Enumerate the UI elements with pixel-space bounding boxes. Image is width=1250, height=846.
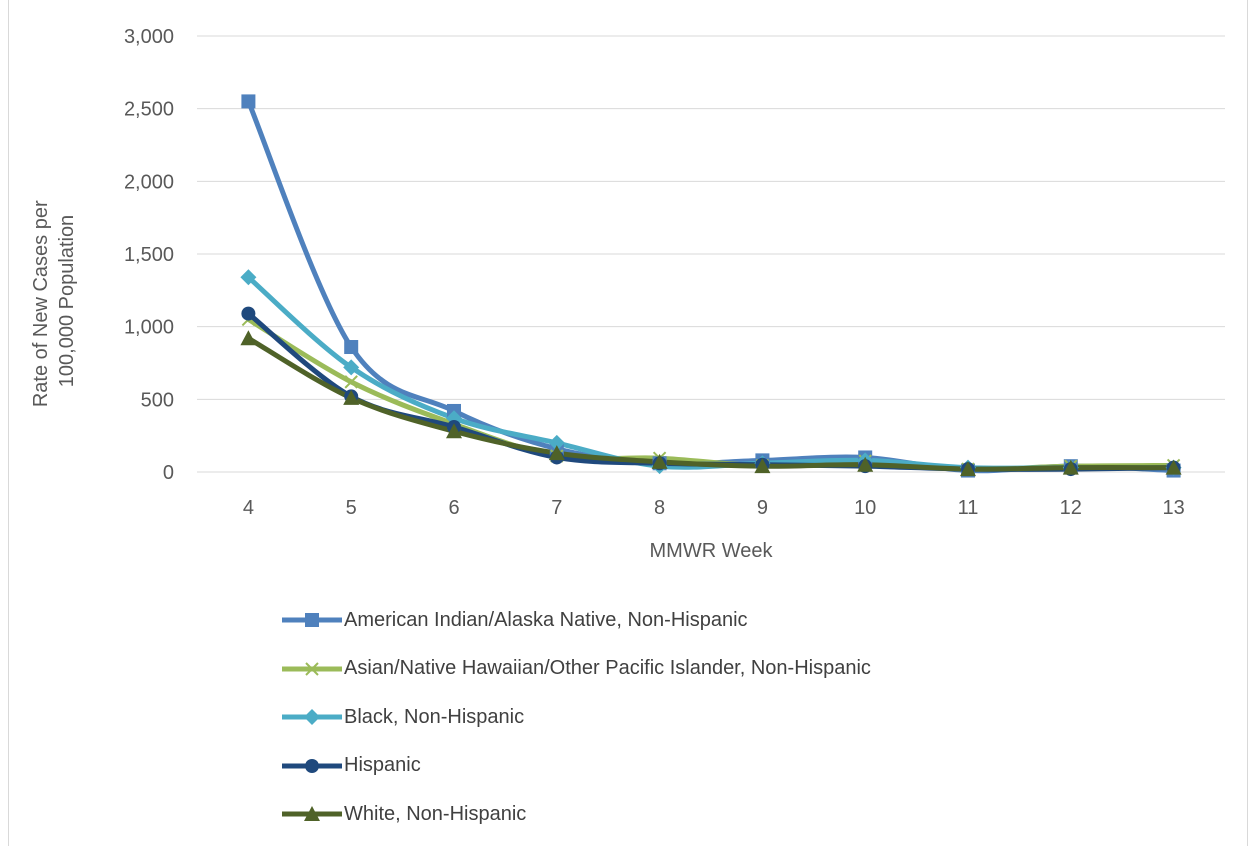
series-line-triangle xyxy=(245,335,1177,472)
data-point-triangle xyxy=(446,423,462,439)
legend-swatch-graphic xyxy=(282,758,342,773)
y-tick-labels: 0 500 1,000 1,500 2,000 2,500 3,000 xyxy=(124,26,174,484)
series-points-diamond xyxy=(240,269,1182,476)
legend-marker-x xyxy=(305,662,319,676)
legend-item: American Indian/Alaska Native, Non-Hispa… xyxy=(282,596,871,645)
data-point-square xyxy=(344,340,359,355)
legend-swatch-diamond xyxy=(282,707,342,727)
series-line-square xyxy=(245,98,1177,474)
legend-label: American Indian/Alaska Native, Non-Hispa… xyxy=(344,608,748,631)
data-point-triangle xyxy=(343,389,360,405)
y-tick-label: 500 xyxy=(141,389,174,411)
data-point-triangle xyxy=(857,456,874,472)
data-point-diamond xyxy=(240,269,257,286)
series-line-diamond xyxy=(245,274,1177,471)
data-point-triangle xyxy=(240,330,257,346)
legend-swatch-graphic xyxy=(282,709,342,726)
data-point-triangle xyxy=(960,461,976,477)
y-tick-label: 1,000 xyxy=(124,317,174,339)
line-chart: 0 500 1,000 1,500 2,000 2,500 3,000 4 5 6 7 8 9 10 11… xyxy=(30,26,1225,562)
legend-swatch-graphic xyxy=(282,806,342,822)
legend-marker-circle xyxy=(305,758,319,773)
data-point-diamond xyxy=(548,434,565,451)
data-point-circle xyxy=(241,306,256,321)
legend-label: Asian/Native Hawaiian/Other Pacific Isla… xyxy=(344,657,871,680)
legend-swatch-x xyxy=(282,659,342,679)
x-tick-label: 5 xyxy=(346,497,357,519)
legend-swatch-graphic xyxy=(282,662,342,676)
legend-swatch-circle xyxy=(282,756,342,776)
legend-label: White, Non-Hispanic xyxy=(344,802,527,825)
x-tick-label: 13 xyxy=(1162,497,1184,519)
series-points-triangle xyxy=(240,330,1182,477)
legend-item: Asian/Native Hawaiian/Other Pacific Isla… xyxy=(282,645,871,694)
data-point-diamond xyxy=(343,359,360,376)
legend-marker-diamond xyxy=(304,709,320,726)
y-tick-label: 2,500 xyxy=(124,99,174,121)
series-lines xyxy=(245,98,1177,474)
series-markers xyxy=(240,94,1182,478)
series-points-circle xyxy=(241,306,1181,477)
legend-label: Black, Non-Hispanic xyxy=(344,705,525,728)
y-tick-label: 0 xyxy=(163,462,174,484)
x-tick-label: 9 xyxy=(757,497,768,519)
legend-item: Black, Non-Hispanic xyxy=(282,693,871,742)
legend-swatch-square xyxy=(282,610,342,630)
x-tick-label: 11 xyxy=(958,497,979,519)
y-axis-label-line-1: Rate of New Cases per xyxy=(30,200,52,407)
data-point-triangle xyxy=(754,458,771,474)
data-point-triangle xyxy=(1165,459,1182,475)
legend-marker-triangle xyxy=(304,806,320,822)
legend: American Indian/Alaska Native, Non-Hispa… xyxy=(282,596,871,839)
x-tick-label: 8 xyxy=(654,497,665,519)
data-point-triangle xyxy=(1062,459,1079,475)
legend-item: Hispanic xyxy=(282,742,871,791)
data-point-triangle xyxy=(548,445,565,461)
x-tick-label: 6 xyxy=(448,497,459,519)
x-axis-label: MMWR Week xyxy=(650,540,774,562)
chart-frame xyxy=(8,0,1248,846)
x-tick-label: 10 xyxy=(854,497,876,519)
series-points-square xyxy=(241,94,1181,478)
x-tick-label: 7 xyxy=(551,497,562,519)
data-point-square xyxy=(241,94,256,109)
x-tick-label: 4 xyxy=(243,497,254,519)
y-tick-label: 2,000 xyxy=(124,171,174,193)
data-point-triangle xyxy=(651,453,668,469)
legend-swatch-graphic xyxy=(282,613,342,628)
y-tick-label: 1,500 xyxy=(124,244,174,266)
series-line-x xyxy=(245,316,1177,472)
legend-label: Hispanic xyxy=(344,754,421,777)
gridlines xyxy=(197,35,1225,473)
legend-swatch-triangle xyxy=(282,804,342,824)
y-tick-label: 3,000 xyxy=(124,26,174,48)
data-point-x xyxy=(344,375,358,389)
y-axis-label: Rate of New Cases per 100,000 Population xyxy=(30,195,78,407)
x-tick-labels: 4 5 6 7 8 9 10 11 12 13 xyxy=(243,497,1185,519)
legend-marker-square xyxy=(305,613,319,628)
legend-item: White, Non-Hispanic xyxy=(282,790,871,839)
x-tick-label: 12 xyxy=(1060,497,1082,519)
y-axis-label-line-2: 100,000 Population xyxy=(56,215,78,387)
